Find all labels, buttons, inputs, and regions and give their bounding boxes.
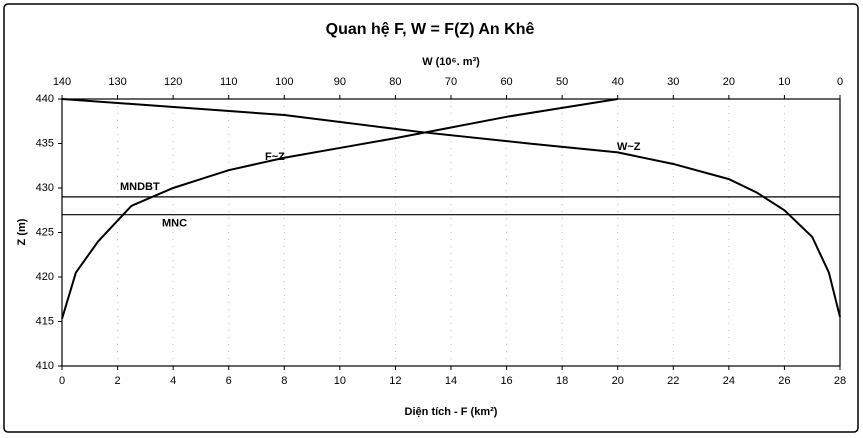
x2-tick-label: 70 [445, 76, 457, 88]
x-tick-label: 22 [667, 375, 679, 387]
x2-tick-label: 60 [500, 76, 512, 88]
plot-frame [61, 98, 841, 367]
x2-axis-label: W (10⁶. m³) [422, 56, 480, 68]
x-tick-label: 12 [389, 375, 401, 387]
y-tick-label: 430 [36, 182, 54, 194]
x2-tick-label: 140 [53, 76, 71, 88]
series-label: W~Z [617, 141, 641, 153]
x2-tick-label: 40 [612, 76, 624, 88]
x-tick-label: 10 [334, 375, 346, 387]
x2-tick-label: 50 [556, 76, 568, 88]
x-tick-label: 14 [445, 375, 457, 387]
line-series [61, 98, 618, 320]
chart-border [3, 3, 859, 433]
y-axis-label: Z (m) [16, 218, 28, 245]
x-tick-label: 0 [59, 375, 65, 387]
y-tick-label: 425 [36, 226, 54, 238]
y-tick-label: 420 [36, 271, 54, 283]
reference-label: MNDBT [120, 181, 160, 193]
x2-tick-label: 20 [723, 76, 735, 88]
x2-tick-label: 110 [220, 76, 238, 88]
y-tick-label: 440 [36, 93, 54, 105]
x2-tick-label: 30 [667, 76, 679, 88]
x2-tick-label: 0 [837, 76, 843, 88]
x-tick-label: 2 [115, 375, 121, 387]
x2-tick-label: 120 [164, 76, 182, 88]
y-tick-label: 415 [36, 315, 54, 327]
x-tick-label: 26 [778, 375, 790, 387]
x-tick-label: 20 [612, 375, 624, 387]
x-tick-label: 4 [170, 375, 176, 387]
x-tick-label: 28 [834, 375, 846, 387]
x2-tick-label: 10 [778, 76, 790, 88]
y-tick-label: 410 [36, 360, 54, 372]
chart-title: Quan hệ F, W = F(Z) An Khê [326, 21, 535, 38]
x2-tick-label: 90 [334, 76, 346, 88]
x-tick-label: 16 [500, 375, 512, 387]
reference-label: MNC [162, 218, 187, 230]
x2-tick-label: 130 [108, 76, 126, 88]
x-tick-label: 18 [556, 375, 568, 387]
x-tick-label: 6 [226, 375, 232, 387]
x-axis-label: Diện tích - F (km²) [405, 406, 498, 418]
y-tick-label: 435 [36, 137, 54, 149]
series-label: F~Z [265, 151, 285, 163]
x2-tick-label: 100 [275, 76, 293, 88]
line-series [61, 98, 841, 318]
x-tick-label: 24 [723, 375, 735, 387]
x2-tick-label: 80 [389, 76, 401, 88]
x-tick-label: 8 [281, 375, 287, 387]
